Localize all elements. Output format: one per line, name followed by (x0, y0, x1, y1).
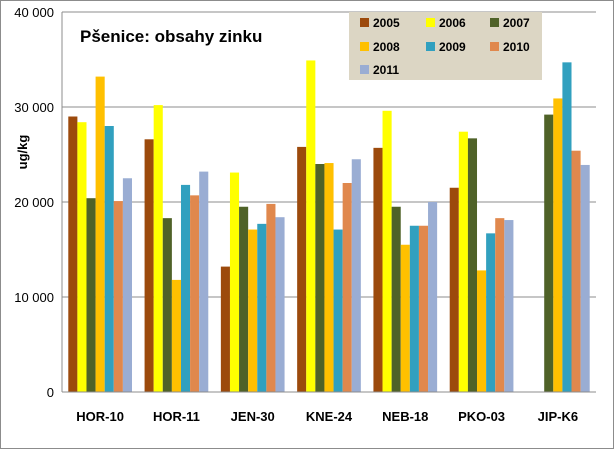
bar-PKO-03-2011 (504, 220, 514, 392)
bar-HOR-10-2007 (86, 198, 96, 392)
bar-HOR-11-2008 (171, 279, 181, 392)
bar-HOR-10-2006 (77, 122, 87, 392)
bar-HOR-11-2009 (180, 184, 191, 392)
bar-NEB-18-2006 (382, 110, 392, 393)
y-tick-label: 0 (47, 385, 54, 400)
bar-JEN-30-2010 (266, 203, 276, 392)
chart-title: Pšenice: obsahy zinku (80, 27, 262, 46)
bar-NEB-18-2011 (428, 202, 438, 392)
bar-HOR-11-2010 (190, 195, 200, 392)
legend: 2005 2006 2007 2008 2009 2010 2011 (349, 12, 542, 80)
bar-NEB-18-2007 (391, 206, 401, 392)
bar-HOR-11-2007 (162, 218, 172, 392)
bar-NEB-18-2005 (373, 147, 383, 392)
legend-label-2005: 2005 (373, 16, 400, 30)
bar-JIP-K6-2008 (553, 98, 563, 392)
y-axis-label: ug/kg (15, 135, 30, 170)
bar-JIP-K6-2010 (571, 150, 581, 392)
x-tick-label: NEB-18 (382, 409, 428, 424)
x-tick-label: HOR-11 (153, 409, 200, 424)
bar-HOR-10-2011 (122, 178, 132, 392)
bar-KNE-24-2011 (351, 159, 361, 392)
legend-label-2007: 2007 (503, 16, 530, 30)
x-category-labels: HOR-10 HOR-11 JEN-30 KNE-24 NEB-18 PKO-03 JIP-… (76, 409, 578, 424)
x-tick-label: JIP-K6 (538, 409, 578, 424)
bar-HOR-11-2011 (199, 171, 209, 392)
x-tick-label: PKO-03 (458, 409, 505, 424)
y-tick-label: 20 000 (14, 195, 54, 210)
bar-JEN-30-2009 (257, 223, 267, 392)
bar-JIP-K6-2007 (544, 114, 554, 392)
y-tick-label: 40 000 (14, 5, 54, 20)
bar-HOR-10-2009 (104, 126, 114, 392)
bar-KNE-24-2009 (333, 229, 343, 392)
legend-swatch-2005 (360, 18, 369, 27)
bar-NEB-18-2010 (418, 225, 429, 392)
legend-label-2009: 2009 (439, 40, 466, 54)
bar-PKO-03-2006 (458, 131, 468, 392)
x-tick-label: JEN-30 (231, 409, 275, 424)
bar-KNE-24-2008 (324, 163, 334, 392)
bar-HOR-10-2005 (68, 116, 78, 392)
bar-HOR-10-2010 (113, 201, 123, 392)
legend-swatch-2008 (360, 42, 369, 51)
legend-label-2010: 2010 (503, 40, 530, 54)
bar-KNE-24-2010 (342, 183, 352, 392)
legend-label-2008: 2008 (373, 40, 400, 54)
bar-PKO-03-2007 (467, 138, 478, 392)
y-tick-label: 30 000 (14, 100, 54, 115)
bar-HOR-11-2006 (153, 105, 163, 392)
bar-JEN-30-2011 (275, 217, 285, 392)
x-tick-label: KNE-24 (306, 409, 353, 424)
bar-PKO-03-2008 (477, 270, 487, 392)
bar-PKO-03-2009 (486, 233, 496, 392)
bar-NEB-18-2008 (400, 244, 410, 392)
bar-HOR-11-2005 (144, 139, 154, 392)
legend-swatch-2007 (490, 18, 499, 27)
bar-HOR-10-2008 (95, 76, 105, 392)
bar-JIP-K6-2009 (562, 62, 572, 392)
bar-JEN-30-2005 (220, 266, 230, 392)
y-tick-label: 10 000 (14, 290, 54, 305)
legend-label-2011: 2011 (373, 63, 399, 77)
bar-KNE-24-2007 (315, 164, 325, 392)
bar-JIP-K6-2011 (580, 164, 590, 392)
legend-swatch-2011 (360, 65, 369, 74)
bar-JEN-30-2008 (248, 229, 258, 392)
x-tick-label: HOR-10 (76, 409, 124, 424)
bar-NEB-18-2009 (409, 225, 419, 392)
bar-JEN-30-2006 (229, 172, 240, 392)
bar-JEN-30-2007 (239, 206, 249, 392)
legend-background (349, 12, 542, 80)
legend-swatch-2010 (490, 42, 499, 51)
legend-swatch-2006 (426, 18, 435, 27)
legend-label-2006: 2006 (439, 16, 466, 30)
y-tick-labels: 0 10 000 20 000 30 000 40 000 (14, 5, 54, 400)
bar-KNE-24-2005 (297, 146, 307, 392)
bar-PKO-03-2005 (449, 187, 459, 392)
legend-swatch-2009 (426, 42, 435, 51)
bar-KNE-24-2006 (306, 60, 316, 392)
bar-PKO-03-2010 (495, 218, 505, 392)
bars (68, 60, 590, 393)
